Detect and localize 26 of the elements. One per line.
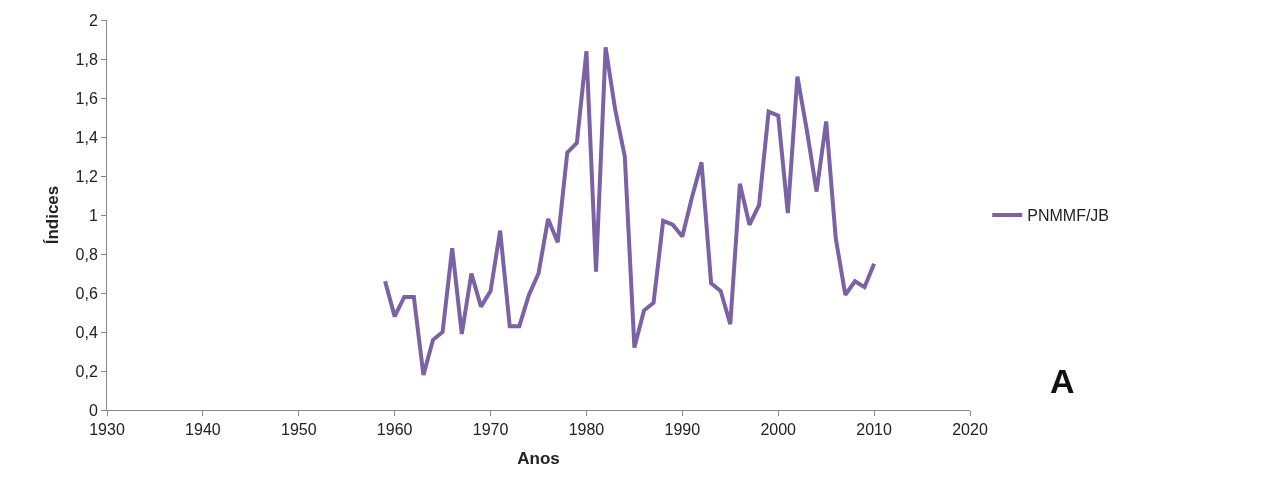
x-tick-label: 1990 xyxy=(664,421,701,439)
y-tick-label: 1,2 xyxy=(75,167,98,185)
line-series xyxy=(383,45,877,377)
y-tick-label: 0,2 xyxy=(75,362,98,380)
y-tick-label: 1,6 xyxy=(75,89,98,107)
y-tick-label: 0,4 xyxy=(75,323,98,341)
text: A xyxy=(1050,362,1075,400)
y-axis-title: Índices xyxy=(43,185,63,245)
x-tick-label: 1930 xyxy=(89,421,125,439)
x-tick-label: 2000 xyxy=(760,421,797,439)
y-tick-label: 0,8 xyxy=(75,245,98,263)
x-tick-label: 1970 xyxy=(472,421,509,439)
y-tick-label: 0,6 xyxy=(75,284,98,302)
y-tick-label: 1,8 xyxy=(75,50,98,68)
x-tick-label: 1940 xyxy=(185,421,221,439)
y-tick-label: 2 xyxy=(88,11,98,29)
x-tick-label: 1950 xyxy=(280,421,317,439)
x-tick-label: 1960 xyxy=(376,421,413,439)
x-tick-label: 1980 xyxy=(568,421,605,439)
x-tick-label: 2020 xyxy=(952,421,988,439)
y-tick-label: 1,4 xyxy=(75,128,98,146)
x-tick-label: 2010 xyxy=(856,421,893,439)
y-tick-label: 0 xyxy=(88,401,98,419)
x-axis-title: Anos xyxy=(517,448,560,468)
legend-label: PNMMF/JB xyxy=(1027,207,1110,225)
y-tick-label: 1 xyxy=(88,206,98,224)
